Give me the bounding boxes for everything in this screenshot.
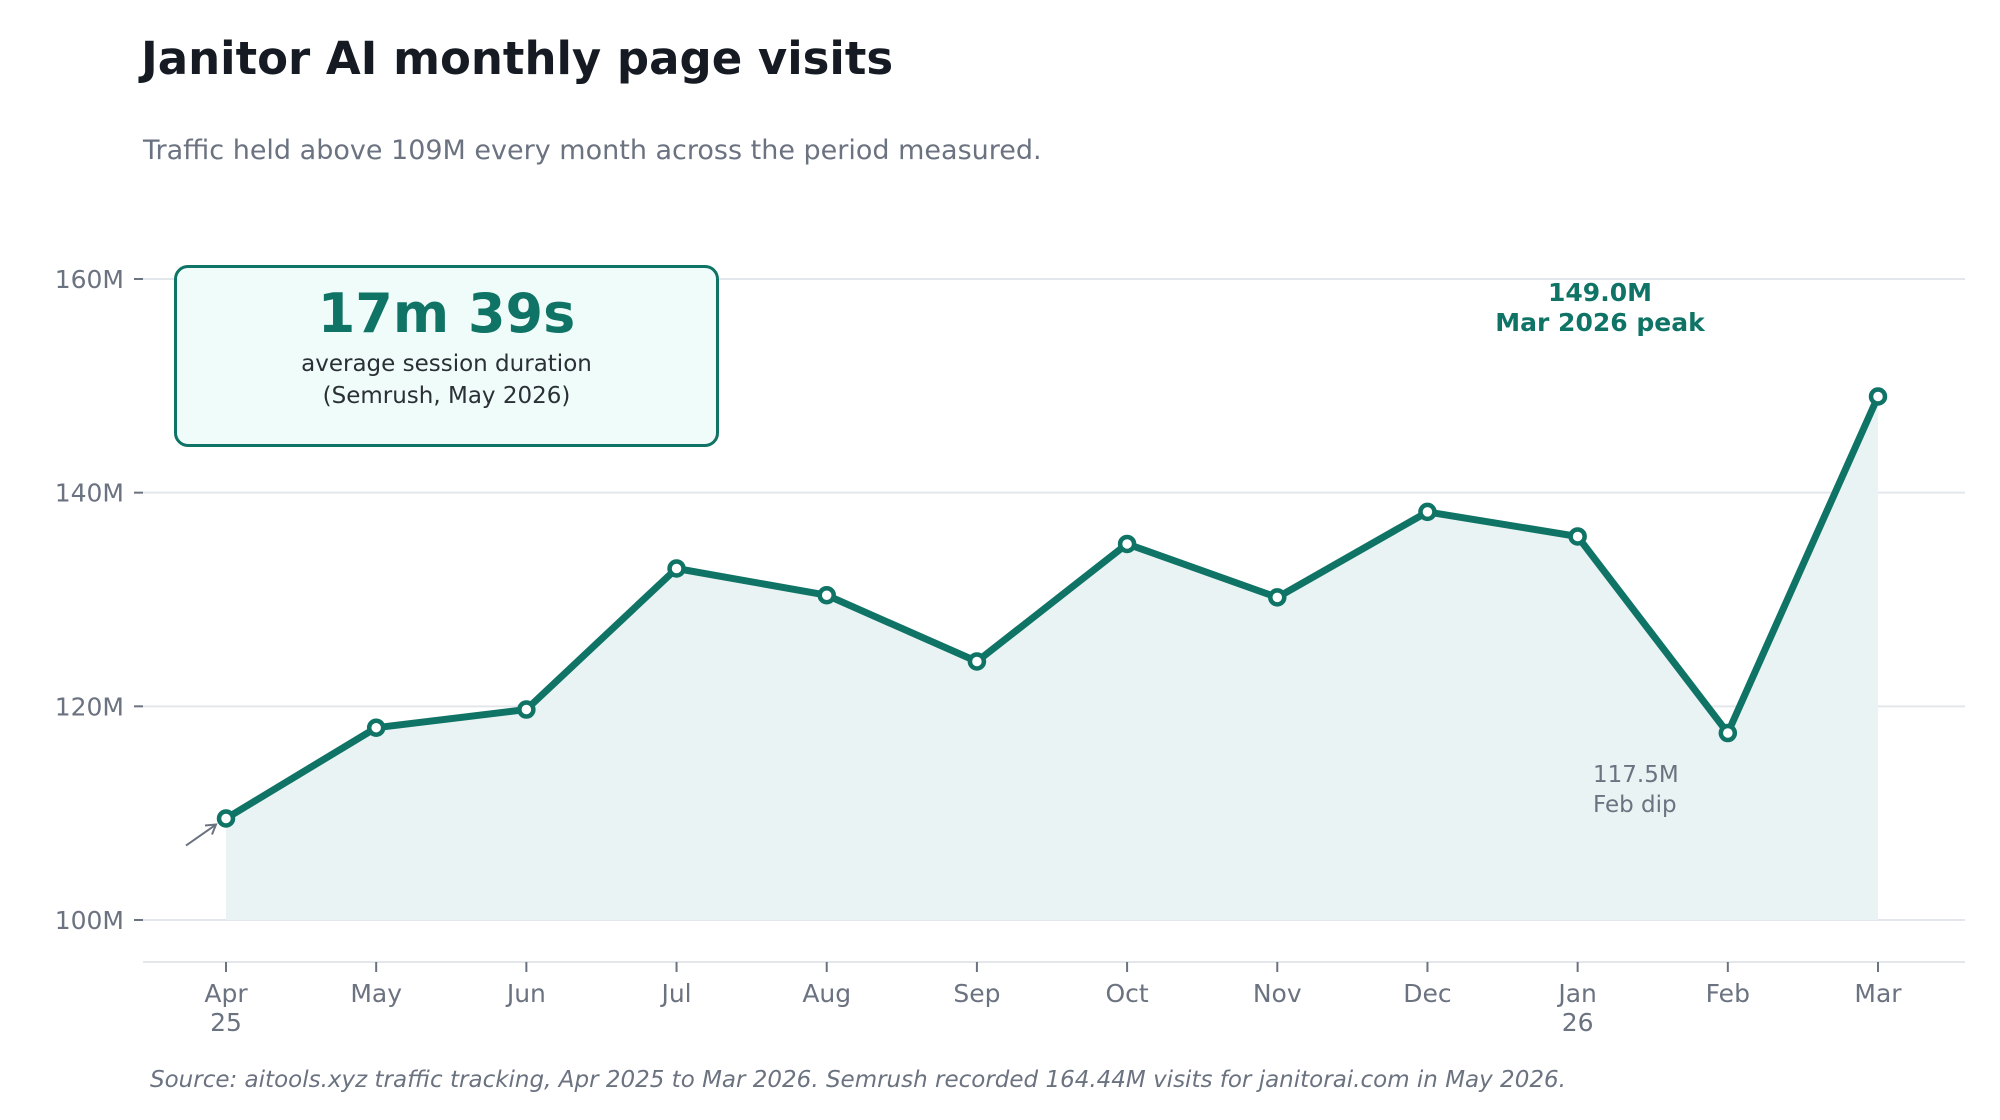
callout-source: (Semrush, May 2026) — [322, 383, 571, 409]
x-tick-label: Feb — [1706, 979, 1750, 1008]
dip-label: Feb dip — [1593, 792, 1677, 818]
y-tick-label: 140M — [55, 479, 124, 508]
y-tick-label: 160M — [55, 265, 124, 294]
peak-label: Mar 2026 peak — [1495, 308, 1705, 337]
data-point — [1268, 588, 1287, 607]
data-point — [517, 700, 536, 719]
x-tick-label: Jul — [659, 979, 691, 1008]
x-tick-label: Mar — [1854, 979, 1902, 1008]
data-point — [967, 652, 987, 671]
x-tick-label: 25 — [210, 1008, 242, 1037]
y-tick-label: 120M — [55, 692, 124, 721]
data-point — [1117, 534, 1137, 554]
chart-subtitle: Traffic held above 109M every month acro… — [143, 135, 1042, 166]
data-point — [817, 585, 836, 605]
peak-annotation: 149.0M Mar 2026 peak — [1420, 278, 1780, 338]
x-tick-label: Nov — [1253, 979, 1302, 1008]
x-tick-label: Jan — [1556, 979, 1597, 1008]
dip-annotation: 117.5M Feb dip — [1593, 760, 1679, 820]
dip-arrow — [185, 823, 218, 847]
y-tick-label: 100M — [55, 906, 124, 935]
source-note: Source: aitools.xyz traffic tracking, Ap… — [150, 1067, 1566, 1093]
x-tick-label: Aug — [802, 979, 851, 1008]
series-line — [222, 393, 1882, 822]
data-point — [1868, 387, 1888, 406]
x-tick-label: Dec — [1403, 979, 1451, 1008]
session-duration-callout: 17m 39s average session duration (Semrus… — [174, 265, 719, 447]
chart-title: Janitor AI monthly page visits — [141, 32, 894, 85]
data-point — [1568, 527, 1587, 546]
x-tick-label: Apr — [204, 979, 248, 1008]
x-tick-label: Oct — [1105, 979, 1148, 1008]
callout-label: average session duration — [301, 351, 592, 377]
x-tick-label: Jun — [505, 979, 546, 1008]
x-tick-label: May — [350, 979, 402, 1008]
data-point — [216, 809, 236, 828]
data-point — [667, 559, 686, 578]
callout-value: 17m 39s — [317, 282, 576, 345]
peak-value: 149.0M — [1548, 278, 1652, 307]
x-tick-label: 26 — [1562, 1008, 1594, 1037]
x-tick-label: Sep — [953, 979, 1000, 1008]
data-points — [216, 387, 1888, 828]
area-fill — [226, 396, 1878, 920]
data-point — [366, 718, 386, 737]
data-point — [1418, 502, 1437, 522]
dip-value: 117.5M — [1593, 762, 1679, 788]
data-point — [1718, 723, 1738, 743]
